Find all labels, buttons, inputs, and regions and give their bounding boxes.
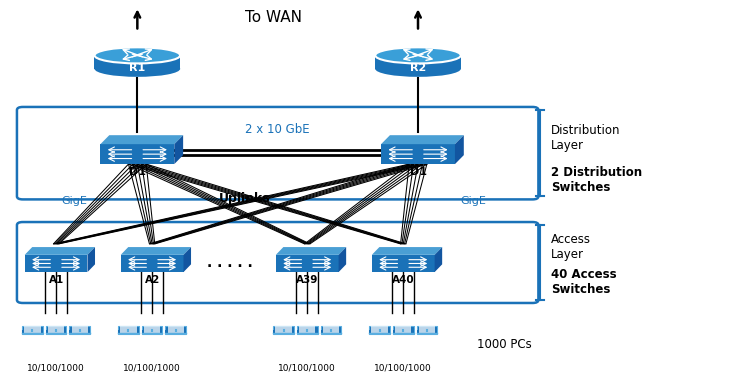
FancyBboxPatch shape [381, 144, 455, 164]
Ellipse shape [375, 61, 461, 77]
FancyBboxPatch shape [22, 330, 43, 333]
Text: Distribution
Layer: Distribution Layer [551, 124, 620, 152]
Polygon shape [101, 135, 183, 144]
Text: 10/100/1000: 10/100/1000 [124, 363, 181, 372]
FancyBboxPatch shape [375, 55, 461, 69]
FancyBboxPatch shape [142, 326, 163, 334]
FancyBboxPatch shape [101, 144, 174, 164]
FancyBboxPatch shape [417, 330, 437, 333]
FancyBboxPatch shape [166, 326, 186, 334]
FancyBboxPatch shape [118, 326, 139, 334]
Polygon shape [174, 135, 183, 164]
Polygon shape [381, 135, 464, 144]
FancyBboxPatch shape [417, 326, 437, 334]
Text: D1: D1 [409, 167, 426, 177]
FancyBboxPatch shape [299, 326, 315, 333]
FancyBboxPatch shape [121, 326, 137, 333]
FancyBboxPatch shape [297, 330, 317, 333]
Polygon shape [371, 247, 443, 255]
Text: · · · · ·: · · · · · [206, 259, 252, 273]
FancyBboxPatch shape [118, 330, 139, 333]
Polygon shape [339, 247, 346, 272]
Polygon shape [434, 247, 443, 272]
FancyBboxPatch shape [168, 326, 184, 333]
FancyBboxPatch shape [95, 55, 180, 69]
Ellipse shape [95, 47, 180, 64]
Text: Access
Layer: Access Layer [551, 233, 591, 261]
Text: 2 x 10 GbE: 2 x 10 GbE [246, 123, 310, 136]
Text: A2: A2 [144, 275, 160, 285]
Text: A1: A1 [48, 275, 64, 285]
Text: A40: A40 [392, 275, 414, 285]
FancyBboxPatch shape [393, 326, 414, 334]
Polygon shape [455, 135, 464, 164]
Polygon shape [87, 247, 95, 272]
FancyBboxPatch shape [369, 326, 390, 334]
Text: 10/100/1000: 10/100/1000 [278, 363, 336, 372]
FancyBboxPatch shape [24, 255, 87, 272]
Text: GigE: GigE [460, 196, 486, 206]
Text: 10/100/1000: 10/100/1000 [374, 363, 432, 372]
FancyBboxPatch shape [142, 330, 163, 333]
Text: A39: A39 [296, 275, 318, 285]
Text: 2 Distribution
Switches: 2 Distribution Switches [551, 166, 642, 194]
Text: Uplinks: Uplinks [218, 192, 270, 205]
Text: R2: R2 [410, 63, 426, 73]
Text: GigE: GigE [61, 196, 87, 206]
FancyBboxPatch shape [22, 326, 43, 334]
FancyBboxPatch shape [323, 326, 339, 333]
Text: R1: R1 [130, 63, 146, 73]
Polygon shape [24, 247, 95, 255]
FancyBboxPatch shape [369, 330, 390, 333]
FancyBboxPatch shape [70, 330, 90, 333]
Polygon shape [276, 247, 346, 255]
FancyBboxPatch shape [144, 326, 161, 333]
FancyBboxPatch shape [48, 326, 64, 333]
FancyBboxPatch shape [46, 330, 67, 333]
FancyBboxPatch shape [419, 326, 435, 333]
FancyBboxPatch shape [297, 326, 317, 334]
Text: 1000 PCs: 1000 PCs [477, 338, 532, 350]
Ellipse shape [375, 47, 461, 64]
FancyBboxPatch shape [393, 330, 414, 333]
Text: 40 Access
Switches: 40 Access Switches [551, 268, 616, 296]
FancyBboxPatch shape [72, 326, 88, 333]
FancyBboxPatch shape [46, 326, 67, 334]
Text: D1: D1 [129, 167, 146, 177]
FancyBboxPatch shape [320, 326, 341, 334]
FancyBboxPatch shape [371, 326, 388, 333]
FancyBboxPatch shape [395, 326, 411, 333]
Polygon shape [121, 247, 191, 255]
Text: 10/100/1000: 10/100/1000 [27, 363, 85, 372]
Polygon shape [184, 247, 191, 272]
FancyBboxPatch shape [70, 326, 90, 334]
FancyBboxPatch shape [320, 330, 341, 333]
FancyBboxPatch shape [273, 330, 294, 333]
FancyBboxPatch shape [166, 330, 186, 333]
FancyBboxPatch shape [121, 255, 184, 272]
FancyBboxPatch shape [24, 326, 41, 333]
FancyBboxPatch shape [276, 255, 339, 272]
FancyBboxPatch shape [371, 255, 434, 272]
FancyBboxPatch shape [273, 326, 294, 334]
FancyBboxPatch shape [275, 326, 292, 333]
Ellipse shape [95, 61, 180, 77]
Text: To WAN: To WAN [246, 10, 303, 25]
